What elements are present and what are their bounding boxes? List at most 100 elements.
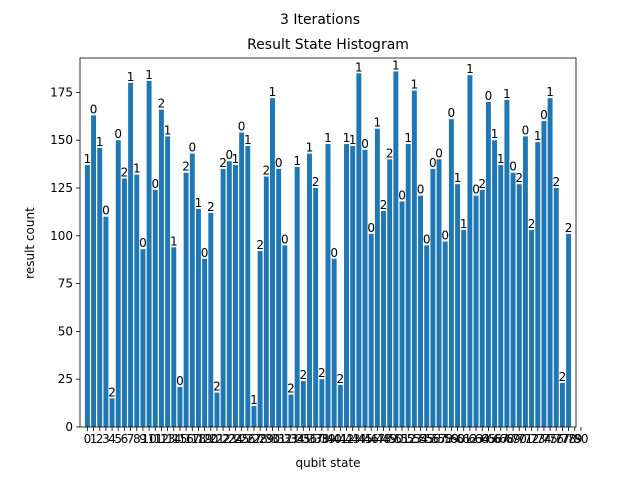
bar-value-label: 0 bbox=[275, 156, 283, 170]
bar bbox=[313, 188, 319, 427]
bar-value-label: 2 bbox=[478, 177, 486, 191]
bar bbox=[146, 80, 152, 427]
y-tick-label: 0 bbox=[65, 420, 73, 434]
bar bbox=[566, 233, 572, 427]
bar-value-label: 1 bbox=[232, 152, 240, 166]
bar-value-label: 2 bbox=[213, 380, 221, 394]
x-tick-label: 79 bbox=[567, 432, 582, 446]
bar bbox=[492, 140, 498, 427]
bar bbox=[529, 230, 535, 427]
x-tick-label: 56 bbox=[425, 432, 440, 446]
y-axis-label: result count bbox=[23, 207, 37, 279]
bar-value-label: 0 bbox=[423, 232, 431, 246]
bar-value-label: 0 bbox=[102, 204, 110, 218]
x-tick-label: 25 bbox=[234, 432, 249, 446]
bar-value-label: 1 bbox=[133, 162, 141, 176]
bar-value-label: 1 bbox=[306, 141, 314, 155]
plot-frame bbox=[79, 57, 577, 428]
bar bbox=[387, 159, 393, 427]
x-tick-label: 68 bbox=[499, 432, 514, 446]
x-tick-label: 49 bbox=[382, 432, 397, 446]
bar bbox=[516, 184, 522, 427]
bar-value-label: 1 bbox=[404, 131, 412, 145]
bar-value-label: 1 bbox=[374, 116, 382, 130]
bar-value-label: 2 bbox=[219, 156, 227, 170]
x-tick-label: 52 bbox=[401, 432, 416, 446]
bar bbox=[485, 101, 491, 427]
bar bbox=[300, 381, 306, 427]
x-tick-label: 17 bbox=[185, 432, 200, 446]
bar-value-label: 0 bbox=[90, 102, 98, 116]
bar bbox=[214, 392, 220, 427]
x-tick-label: 74 bbox=[536, 432, 551, 446]
bar bbox=[362, 149, 368, 427]
bar bbox=[294, 166, 300, 428]
bar bbox=[109, 398, 115, 427]
bar bbox=[226, 161, 232, 428]
x-tick-label: 35 bbox=[296, 432, 311, 446]
bar bbox=[165, 136, 171, 427]
bar bbox=[220, 168, 226, 427]
bar bbox=[368, 233, 374, 427]
bar-value-label: 2 bbox=[262, 164, 270, 178]
bar-value-label: 2 bbox=[158, 97, 166, 111]
x-tick-label: 53 bbox=[407, 432, 422, 446]
bar bbox=[399, 201, 405, 427]
bar bbox=[455, 184, 461, 427]
x-tick-label: 78 bbox=[561, 432, 576, 446]
x-tick-label: 60 bbox=[450, 432, 465, 446]
bar-value-label: 2 bbox=[386, 146, 394, 160]
bar bbox=[473, 195, 479, 427]
x-tick-label: 48 bbox=[376, 432, 391, 446]
bar bbox=[467, 75, 473, 428]
bar bbox=[307, 153, 312, 427]
bar bbox=[257, 251, 263, 427]
bar bbox=[91, 115, 97, 428]
x-tick-label: 8 bbox=[133, 432, 141, 446]
x-tick-label: 65 bbox=[481, 432, 496, 446]
bar bbox=[381, 210, 386, 427]
x-tick-label: 58 bbox=[438, 432, 453, 446]
bar-value-label: 1 bbox=[355, 60, 363, 74]
x-tick-label: 22 bbox=[215, 432, 230, 446]
bar-value-label: 0 bbox=[367, 221, 375, 235]
bar bbox=[263, 176, 269, 427]
bar-value-label: 2 bbox=[312, 175, 320, 189]
x-tick-label: 27 bbox=[246, 432, 261, 446]
bar bbox=[177, 386, 183, 427]
x-tick-label: 72 bbox=[524, 432, 539, 446]
chart-suptitle: 3 Iterations bbox=[280, 12, 360, 28]
x-tick-label: 36 bbox=[302, 432, 317, 446]
bar-value-label: 0 bbox=[485, 89, 493, 103]
y-tick-label: 25 bbox=[58, 372, 73, 386]
bar bbox=[251, 405, 257, 427]
bar-value-label: 0 bbox=[281, 232, 289, 246]
bar-value-label: 2 bbox=[299, 368, 307, 382]
x-tick-label: 29 bbox=[259, 432, 274, 446]
x-tick-label: 32 bbox=[277, 432, 292, 446]
x-tick-label: 43 bbox=[345, 432, 360, 446]
y-tick-label: 150 bbox=[50, 133, 73, 147]
bar bbox=[331, 258, 337, 427]
x-tick-label: 69 bbox=[505, 432, 520, 446]
x-tick-label: 77 bbox=[555, 432, 570, 446]
bar-value-label: 0 bbox=[114, 127, 122, 141]
bar-value-label: 1 bbox=[546, 85, 554, 99]
y-tick-label: 100 bbox=[50, 229, 73, 243]
x-tick-label: 42 bbox=[339, 432, 354, 446]
x-tick-label: 30 bbox=[265, 432, 280, 446]
bar-value-label: 1 bbox=[244, 133, 252, 147]
chart-title: Result State Histogram bbox=[247, 37, 409, 53]
x-tick-label: 24 bbox=[228, 432, 243, 446]
bar bbox=[115, 140, 121, 427]
x-tick-label: 76 bbox=[549, 432, 564, 446]
bar-value-label: 1 bbox=[460, 217, 468, 231]
x-tick-label: 64 bbox=[475, 432, 490, 446]
bar-value-label: 1 bbox=[127, 70, 135, 84]
bar bbox=[344, 144, 349, 428]
bar-value-label: 1 bbox=[96, 135, 104, 149]
x-tick-label: 19 bbox=[197, 432, 212, 446]
x-tick-label: 73 bbox=[530, 432, 545, 446]
bar bbox=[140, 249, 146, 427]
